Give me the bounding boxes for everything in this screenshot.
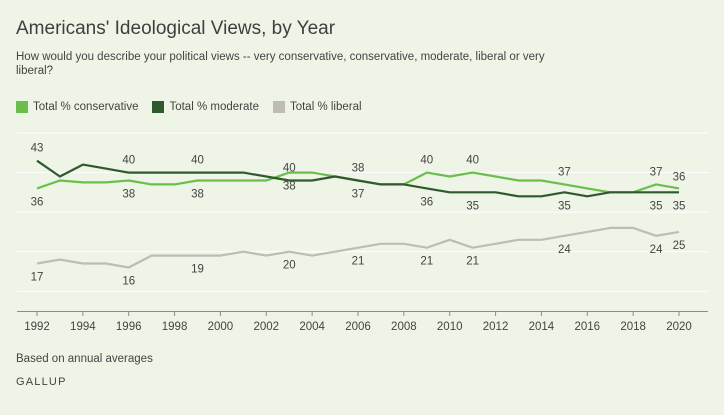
x-tick-label-2010: 2010	[437, 321, 463, 333]
data-label-total-liberal-1992: 17	[31, 272, 44, 284]
data-label-total-liberal-2003: 20	[283, 260, 296, 272]
x-tick-label-2020: 2020	[666, 321, 692, 333]
data-label-total-conservative-2019: 37	[650, 166, 663, 178]
data-label-total-liberal-2020: 25	[673, 240, 686, 252]
x-tick-label-1994: 1994	[70, 321, 96, 333]
data-label-total-liberal-2006: 21	[352, 256, 365, 268]
x-tick-label-2002: 2002	[253, 321, 279, 333]
legend-item-liberal: Total % liberal	[272, 101, 362, 113]
legend-label-conservative: Total % conservative	[33, 101, 139, 113]
x-tick-label-2016: 2016	[574, 321, 600, 333]
data-label-total-moderate-2009: 36	[420, 196, 433, 208]
data-label-total-moderate-1996: 40	[122, 155, 135, 167]
x-tick-label-1998: 1998	[162, 321, 188, 333]
data-label-total-conservative-2015: 37	[558, 166, 571, 178]
data-label-total-conservative-1992: 36	[31, 196, 44, 208]
data-label-total-liberal-1996: 16	[122, 275, 135, 287]
series-line-total-moderate	[36, 159, 679, 198]
data-label-total-moderate-1992: 43	[31, 143, 44, 155]
legend-label-moderate: Total % moderate	[169, 101, 259, 113]
data-label-total-moderate-1999: 40	[191, 155, 204, 167]
data-label-total-conservative-1996: 38	[122, 188, 135, 200]
legend-item-moderate: Total % moderate	[152, 101, 259, 113]
data-label-total-liberal-2011: 21	[466, 256, 479, 268]
data-label-total-moderate-2003: 40	[283, 162, 296, 174]
data-label-total-liberal-2019: 24	[650, 244, 663, 256]
x-tick-label-2014: 2014	[529, 321, 555, 333]
legend-swatch-liberal	[272, 101, 285, 113]
x-tick-label-1992: 1992	[24, 321, 50, 333]
x-tick-label-1996: 1996	[116, 321, 142, 333]
data-label-total-liberal-2009: 21	[420, 256, 433, 268]
data-label-total-conservative-2003: 38	[283, 181, 296, 193]
x-tick-label-2008: 2008	[391, 321, 417, 333]
chart-subtitle: How would you describe your political vi…	[16, 51, 545, 77]
legend-item-conservative: Total % conservative	[16, 101, 138, 113]
legend-swatch-moderate	[152, 101, 165, 113]
legend-label-liberal: Total % liberal	[289, 101, 362, 113]
data-label-total-conservative-2020: 36	[673, 171, 686, 183]
data-label-total-moderate-2011: 35	[466, 200, 479, 212]
data-label-total-conservative-2009: 40	[420, 155, 433, 167]
x-tick-label-2018: 2018	[620, 321, 646, 333]
data-label-total-moderate-2019: 35	[650, 200, 663, 212]
series-line-total-liberal	[36, 226, 680, 269]
chart-title: Americans' Ideological Views, by Year	[16, 18, 336, 39]
data-label-total-moderate-2006: 38	[352, 162, 365, 174]
data-label-total-conservative-2011: 40	[466, 155, 479, 167]
x-tick-label-2004: 2004	[299, 321, 325, 333]
source-label: GALLUP	[16, 376, 67, 388]
x-tick-label-2006: 2006	[345, 321, 371, 333]
data-label-total-liberal-2015: 24	[558, 244, 571, 256]
x-tick-label-2012: 2012	[483, 321, 509, 333]
data-label-total-moderate-2020: 35	[673, 200, 686, 212]
legend: Total % conservative Total % moderate To…	[16, 101, 366, 113]
data-label-total-moderate-2015: 35	[558, 200, 571, 212]
data-label-total-liberal-1999: 19	[191, 264, 204, 276]
footnote: Based on annual averages	[16, 353, 153, 365]
data-label-total-conservative-2006: 37	[352, 188, 365, 200]
x-tick-label-2000: 2000	[208, 321, 234, 333]
data-label-total-conservative-1999: 38	[191, 188, 204, 200]
legend-swatch-conservative	[16, 101, 28, 113]
